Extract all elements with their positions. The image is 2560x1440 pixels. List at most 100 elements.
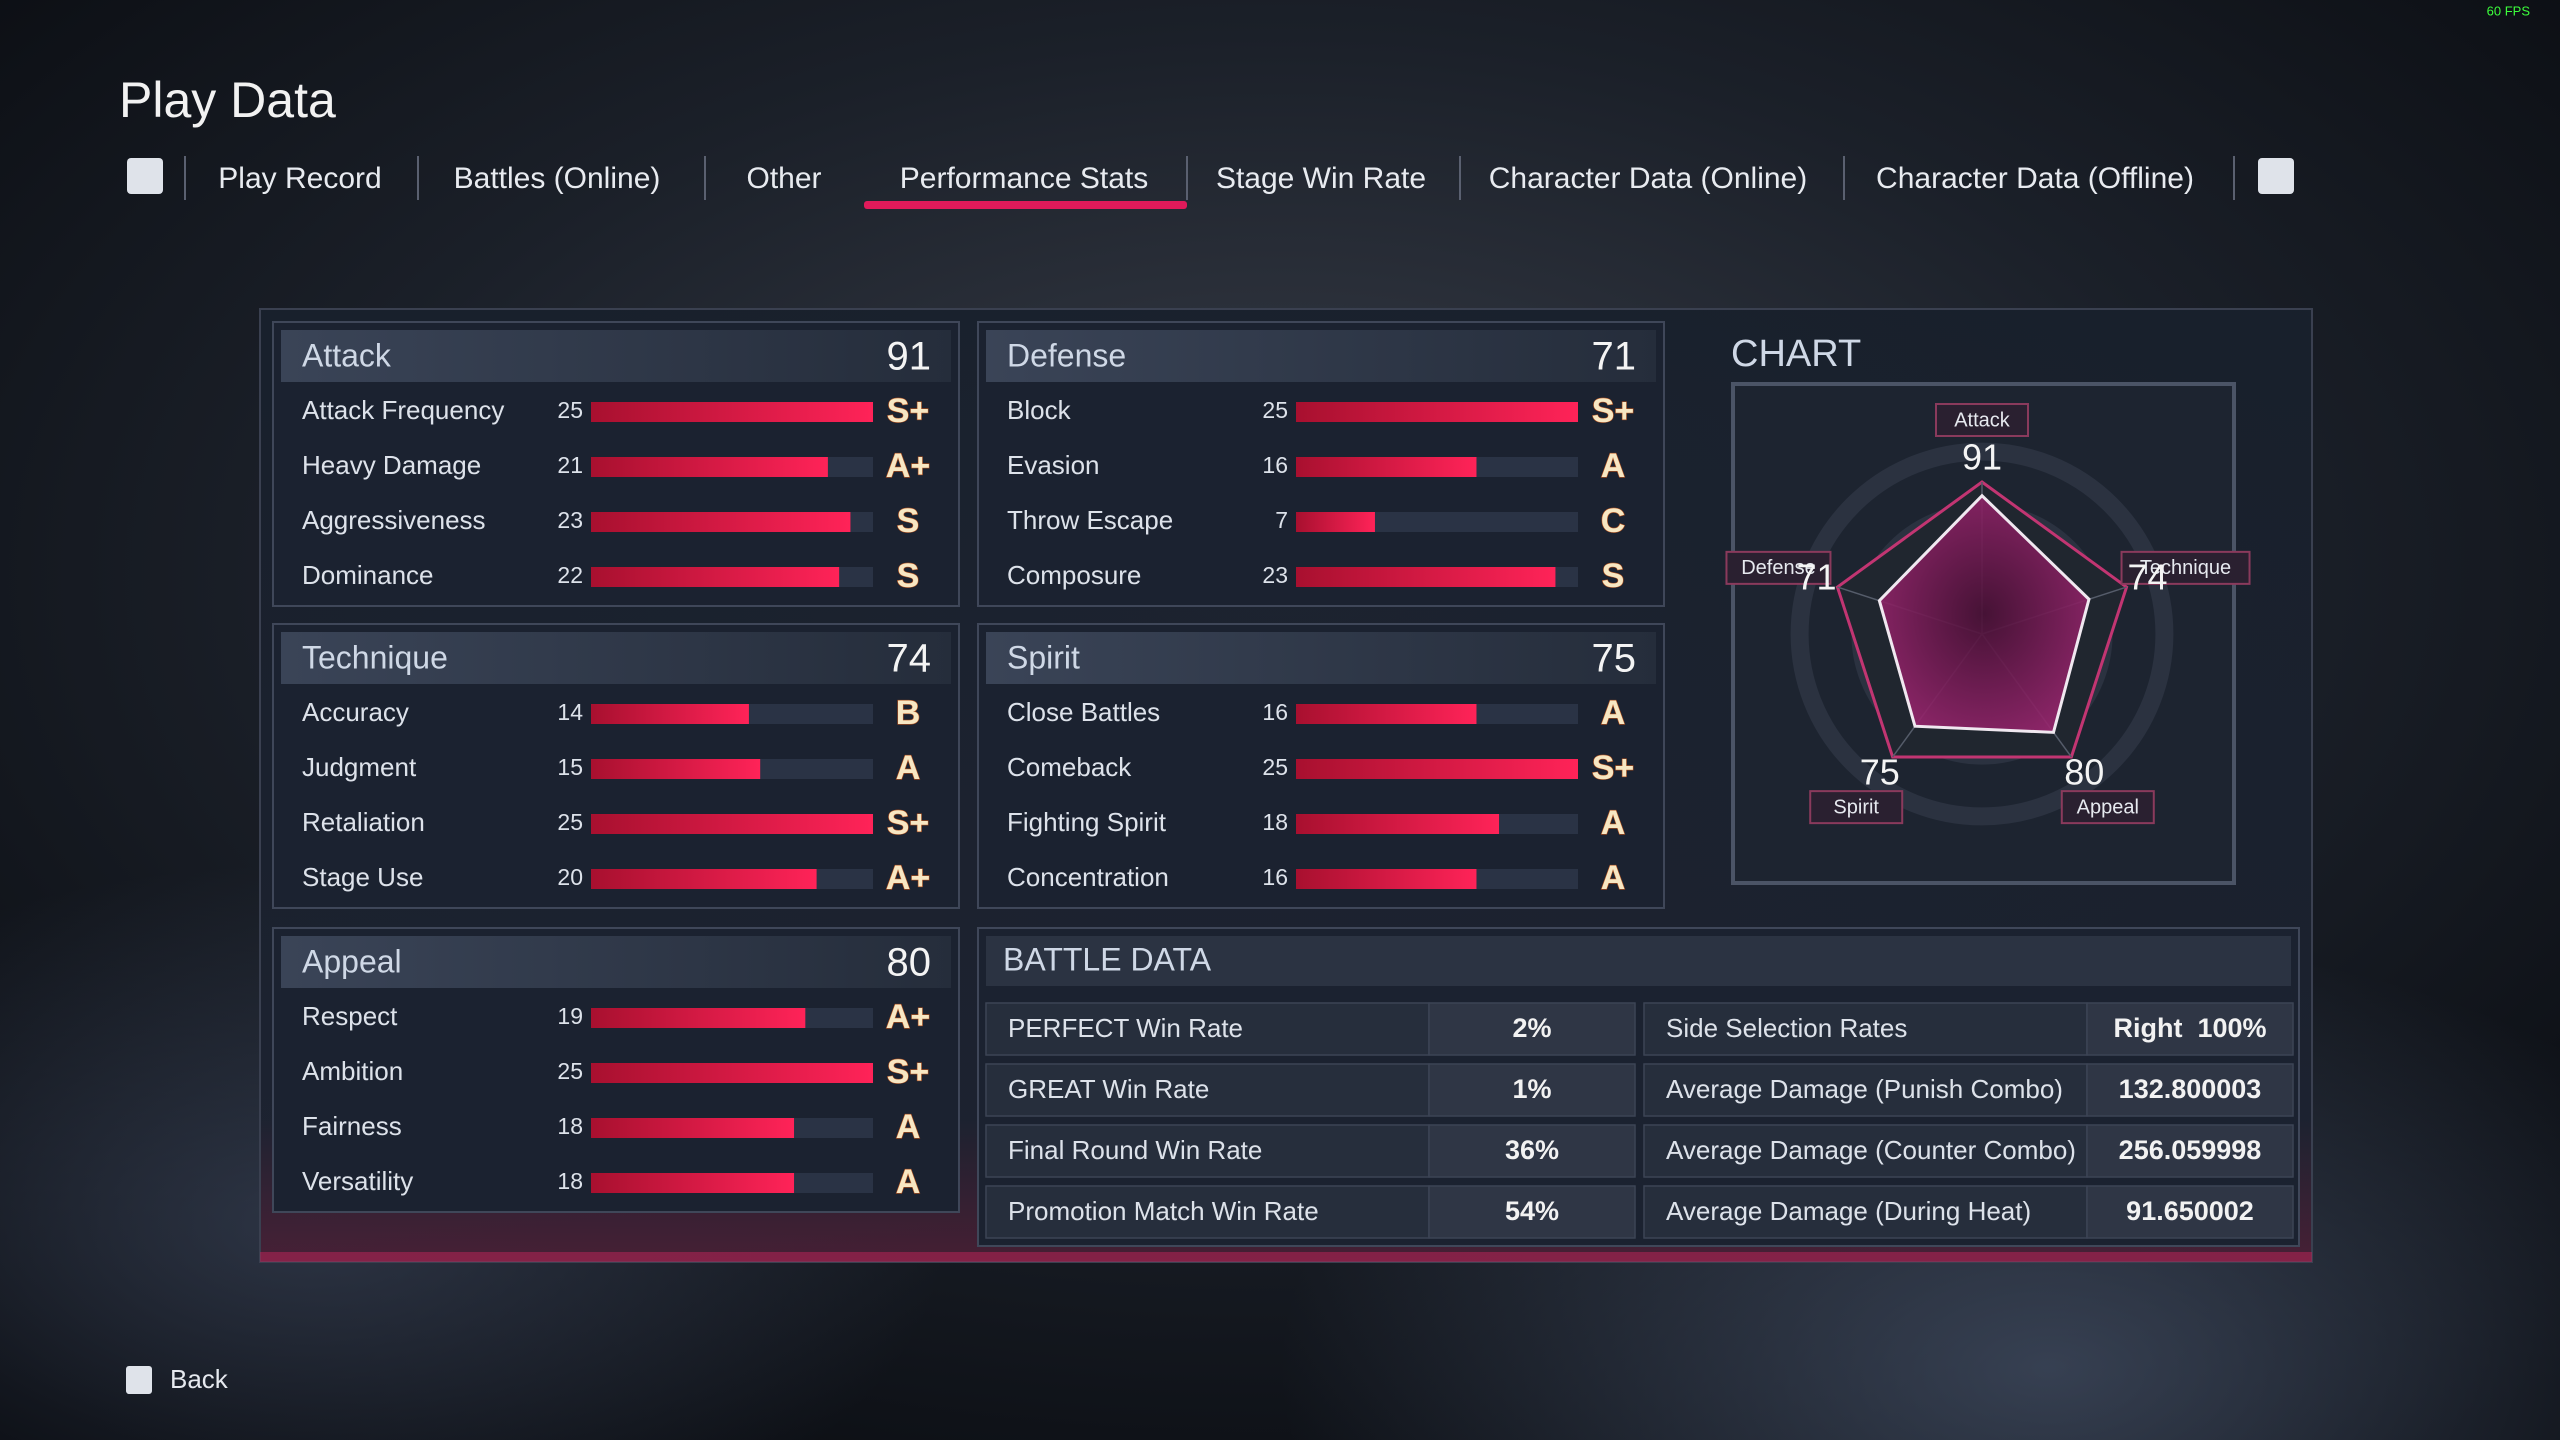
stat-bar (1296, 869, 1477, 889)
stat-value: 21 (557, 452, 583, 478)
prev-key-icon[interactable] (127, 158, 163, 194)
tab[interactable]: Performance Stats (900, 162, 1148, 195)
radar-shape (1877, 493, 2091, 734)
stat-grade: S (897, 557, 920, 595)
stat-value: 25 (557, 397, 583, 423)
tab-bar: Play Record Battles (Online) Other Performa… (127, 156, 2294, 209)
tab[interactable]: Character Data (Offline) (1876, 162, 2194, 195)
stat-value: 18 (1262, 809, 1288, 835)
stat-bar (591, 1008, 806, 1028)
radar-decoration (1790, 442, 2174, 826)
battle-row-value-bg (1428, 1002, 1636, 1056)
stat-name: Comeback (1007, 752, 1132, 782)
tab[interactable]: Other (746, 162, 821, 195)
tab[interactable]: Stage Win Rate (1216, 162, 1426, 195)
category-header (281, 936, 951, 988)
stat-grade: B (896, 694, 921, 732)
stat-grade: S+ (1592, 392, 1635, 430)
stat-name: Close Battles (1007, 697, 1160, 727)
battle-row-label-bg (985, 1124, 1430, 1178)
stat-name: Attack Frequency (302, 395, 504, 425)
battle-row-value-bg (2086, 1002, 2294, 1056)
battle-row-value-bg (2086, 1124, 2294, 1178)
stat-value: 18 (557, 1168, 583, 1194)
stat-value: 15 (557, 754, 583, 780)
stat-grade: A (1601, 859, 1626, 897)
stat-bar (591, 814, 873, 834)
battle-row-label: GREAT Win Rate (1008, 1074, 1209, 1104)
stat-grade: S+ (1592, 749, 1635, 787)
battle-row-value-bg (2086, 1185, 2294, 1239)
stat-value: 19 (557, 1003, 583, 1029)
battle-row-label-bg (985, 1063, 1430, 1117)
categories: Attack 91 Attack Frequency 25 S+ Heavy Damage… (272, 321, 1665, 1213)
category-name: Spirit (1007, 639, 1080, 675)
battle-data-rows: PERFECT Win Rate 2% GREAT Win Rate 1% Final … (985, 1002, 2294, 1239)
battle-row-value: 36% (1505, 1135, 1559, 1165)
battle-row-value: 91.650002 (2126, 1196, 2254, 1226)
battle-row-value: 132.800003 (2119, 1074, 2262, 1104)
stat-name: Heavy Damage (302, 450, 481, 480)
battle-data-title: BATTLE DATA (1003, 941, 1212, 977)
stat-bar (591, 1118, 795, 1138)
stat-value: 20 (557, 864, 583, 890)
tab[interactable]: Battles (Online) (454, 162, 661, 195)
battle-row-label: Average Damage (Counter Combo) (1666, 1135, 2076, 1165)
stat-bar (1296, 759, 1578, 779)
stat-name: Block (1007, 395, 1072, 425)
category-header (986, 330, 1656, 382)
category-header (281, 632, 951, 684)
radar-label: Defense (1741, 557, 1816, 579)
stat-grade: S+ (887, 1053, 930, 1091)
battle-row-label-bg (985, 1002, 1430, 1056)
next-key-icon[interactable] (2258, 158, 2294, 194)
radar-label: Technique (2140, 557, 2231, 579)
stat-grade: S+ (887, 392, 930, 430)
radar-label: Appeal (2077, 796, 2139, 818)
category-name: Defense (1007, 337, 1126, 373)
stat-bar (591, 402, 873, 422)
stat-value: 25 (1262, 397, 1288, 423)
stat-bar (591, 457, 828, 477)
battle-row-label-bg (1643, 1063, 2088, 1117)
page-title: Play Data (119, 72, 336, 128)
stat-bar (1296, 457, 1477, 477)
stat-name: Respect (302, 1001, 398, 1031)
category-score: 74 (887, 637, 932, 681)
stat-name: Aggressiveness (302, 505, 486, 535)
battle-row-label: PERFECT Win Rate (1008, 1013, 1243, 1043)
battle-row-value: Right 100% (2113, 1013, 2266, 1043)
stat-value: 22 (557, 562, 583, 588)
tab[interactable]: Play Record (218, 162, 381, 195)
battle-row-value-bg (1428, 1063, 1636, 1117)
stat-name: Accuracy (302, 697, 409, 727)
stat-name: Fighting Spirit (1007, 807, 1167, 837)
radar-value: 91 (1962, 437, 2002, 478)
back-button[interactable]: Back (170, 1364, 229, 1394)
battle-data-header (986, 936, 2291, 986)
stat-value: 25 (557, 809, 583, 835)
stat-name: Ambition (302, 1056, 403, 1086)
battle-row-value-bg (1428, 1124, 1636, 1178)
battle-row-label: Average Damage (During Heat) (1666, 1196, 2031, 1226)
stat-value: 25 (557, 1058, 583, 1084)
stat-bar (1296, 567, 1556, 587)
stat-value: 16 (1262, 699, 1288, 725)
radar-value: 71 (1796, 557, 1836, 598)
stat-name: Composure (1007, 560, 1141, 590)
stat-bar (591, 704, 749, 724)
fps-counter: 60 FPS (2487, 3, 2531, 18)
radar-label-box (2060, 790, 2155, 825)
tab[interactable]: Character Data (Online) (1489, 162, 1807, 195)
battle-row-value: 2% (1512, 1013, 1551, 1043)
stat-bar (591, 759, 761, 779)
stat-bar (591, 567, 840, 587)
category-score: 71 (1592, 335, 1637, 379)
battle-row-label-bg (1643, 1185, 2088, 1239)
stat-bar (1296, 704, 1477, 724)
stat-grade: S (1602, 557, 1625, 595)
battle-row-label: Average Damage (Punish Combo) (1666, 1074, 2063, 1104)
back-key-icon[interactable] (126, 1366, 152, 1394)
stat-grade: A (896, 1163, 921, 1201)
